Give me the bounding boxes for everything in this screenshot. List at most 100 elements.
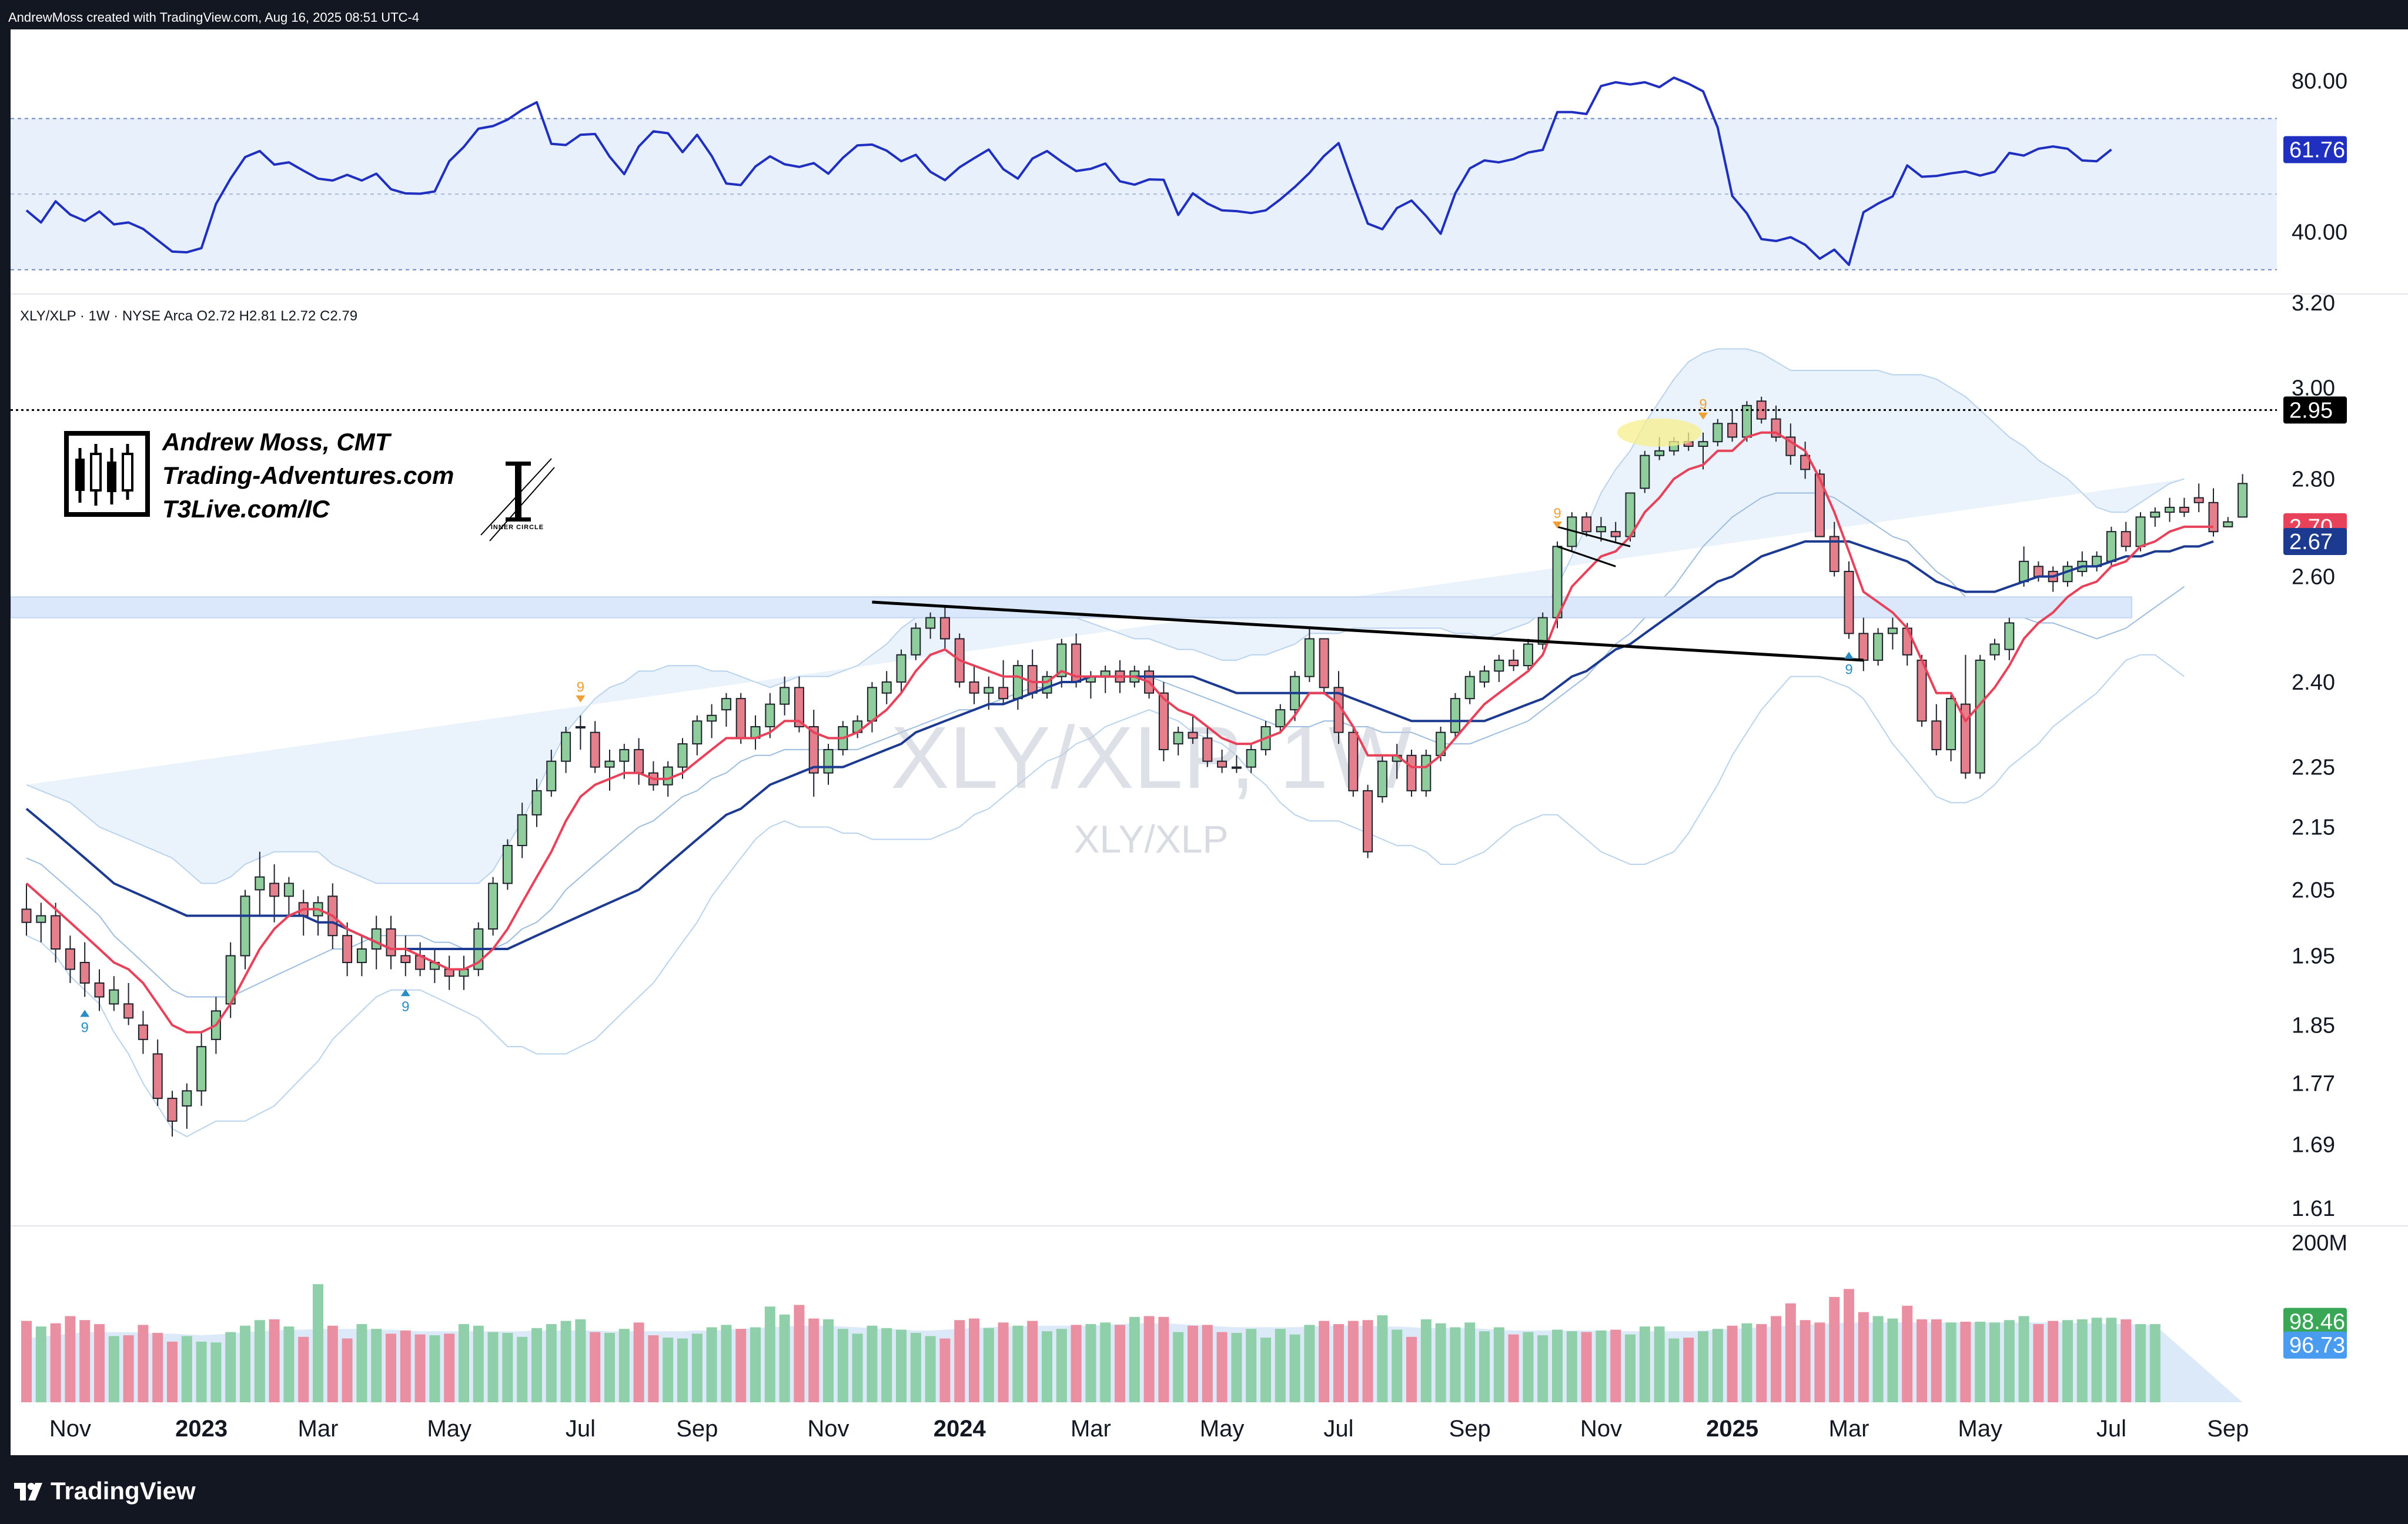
volume-bar-down [1188,1325,1198,1402]
volume-bar-down [1756,1324,1767,1402]
volume-bar-up [983,1328,994,1402]
candle-up [2150,507,2160,527]
volume-bar-up [1392,1329,1403,1402]
volume-bar-up [2062,1320,2073,1402]
last-price-badge: 2.95 [2283,396,2347,424]
candle-body [765,703,775,727]
volume-bar-down [1071,1325,1082,1402]
candle-body [1537,617,1548,645]
highlight-ellipse[interactable] [1617,418,1702,447]
candle-body [823,748,834,774]
time-axis-month-label: Sep [1449,1416,1491,1442]
down-triangle-icon [1698,412,1708,420]
candle-up [750,715,761,750]
candle-up [1873,628,1884,666]
td-count-label: 9 [577,680,584,696]
volume-bar-up [1042,1331,1052,1402]
volume-bar-down [269,1319,280,1402]
volume-bar-down [327,1325,338,1402]
candle-up [517,803,527,858]
price-axis-tick: 2.25 [2292,756,2335,780]
volume-bar-up [1464,1322,1476,1402]
time-axis[interactable]: Nov 2023 Mar May Jul Sep Nov 2024 Mar May Jul Sep No… [49,1416,2249,1442]
volume-average-value-box [2283,1331,2347,1359]
candle-body [283,883,294,897]
candle-down [138,1011,148,1054]
candle-body [1509,659,1519,667]
candle-down [998,660,1009,704]
volume-last-badge: 98.46M [2283,1308,2364,1335]
volume-bar-up [371,1329,382,1402]
tradingview-footer: TradingView [13,1473,196,1509]
candle-body [2238,483,2248,518]
candle-body [1363,790,1373,853]
volume-bar-down [1115,1325,1125,1402]
candle-up [1975,654,1985,779]
volume-bar-up [663,1338,674,1402]
candle-up [196,1032,207,1106]
fast-moving-average-line [25,431,2213,1034]
price-axis-tick: 1.85 [2292,1013,2335,1038]
drawn-trendline[interactable] [872,600,1864,662]
price-axis[interactable]: 3.203.002.802.602.402.252.152.051.951.85… [2292,291,2335,1221]
volume-bar-up [225,1332,236,1402]
td-marker: 9 [1844,651,1854,677]
last-price-box [2283,396,2347,424]
candle-body [1713,423,1723,443]
candle-body [123,1003,134,1019]
volume-bar-down [1319,1321,1330,1402]
volume-bar-up [837,1329,848,1402]
candle-body [1946,698,1956,750]
candle-up [896,649,907,693]
bull-flag-lower-line[interactable] [1557,545,1616,567]
candle-body [1960,703,1971,774]
volume-bar-up [1231,1332,1242,1402]
candle-up [1464,671,1475,704]
candle-body [1727,423,1738,438]
volume-bar-up [1945,1322,1956,1402]
candle-up [1231,755,1242,773]
candle-down [152,1039,163,1106]
candle-down [794,676,804,733]
volume-bar-down [1727,1325,1738,1402]
candle-down [1158,681,1169,761]
candle-body [1654,450,1665,456]
price-axis-tick: 3.20 [2292,291,2335,316]
volume-bar-down [1858,1312,1869,1402]
volume-bar-up [2018,1316,2029,1402]
time-axis-month-label: Nov [49,1416,91,1442]
volume-bar-up [531,1328,542,1402]
candle-body [2165,506,2175,513]
volume-bar-down [21,1321,32,1402]
candle-body [546,760,557,791]
volume-bar-up [1435,1323,1446,1402]
candle-down [65,935,75,983]
rsi-last-value-badge: 61.76 [2283,136,2347,163]
slow-ma-value-box [2283,527,2347,555]
volume-axis-tick: 200M [2292,1231,2347,1256]
candle-body [400,955,411,963]
chart-canvas[interactable]: 80.00 40.00 61.76 XLY/XLP, 1W XLY/XLP XL… [11,29,2408,1455]
candle-down [2033,561,2044,582]
rsi-line [25,76,2112,266]
candle-down [2179,497,2189,517]
volume-bar-up [502,1332,513,1402]
candle-body [2193,497,2204,503]
candle-body [269,883,280,897]
candle-body [735,698,746,739]
td-count-label: 9 [1699,397,1707,413]
volume-bar-up [1625,1334,1636,1402]
candle-body [2179,506,2189,513]
candle-up [1625,492,1636,542]
candle-up [36,903,46,943]
time-axis-month-label: Sep [676,1416,718,1442]
candle-up [502,839,513,890]
candle-body [517,814,527,847]
up-triangle-icon [80,1010,90,1017]
candle-body [1027,665,1038,694]
volume-bar-down [808,1318,820,1402]
candle-body [590,731,600,768]
volume-average-value-label: 96.73M [2289,1333,2364,1358]
bull-flag-upper-line[interactable] [1557,526,1631,547]
volume-bar-down [1508,1334,1519,1402]
